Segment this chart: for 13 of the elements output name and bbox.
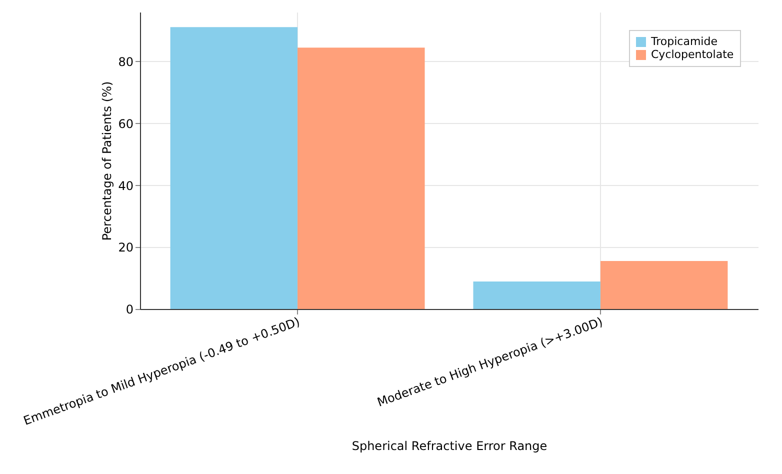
y-tick-label: 80 [118, 55, 134, 69]
y-axis-title: Percentage of Patients (%) [100, 81, 114, 241]
y-tick-label: 40 [118, 178, 134, 193]
y-tick-label: 20 [118, 240, 134, 255]
legend-label: Tropicamide [650, 35, 718, 48]
x-axis-title: Spherical Refractive Error Range [352, 439, 548, 453]
bar [170, 27, 298, 309]
y-tick-label: 60 [118, 116, 134, 131]
legend-label: Cyclopentolate [651, 48, 734, 61]
bar [298, 48, 425, 309]
y-tick-label: 0 [126, 302, 134, 316]
bar [473, 281, 600, 309]
bar [600, 261, 728, 309]
